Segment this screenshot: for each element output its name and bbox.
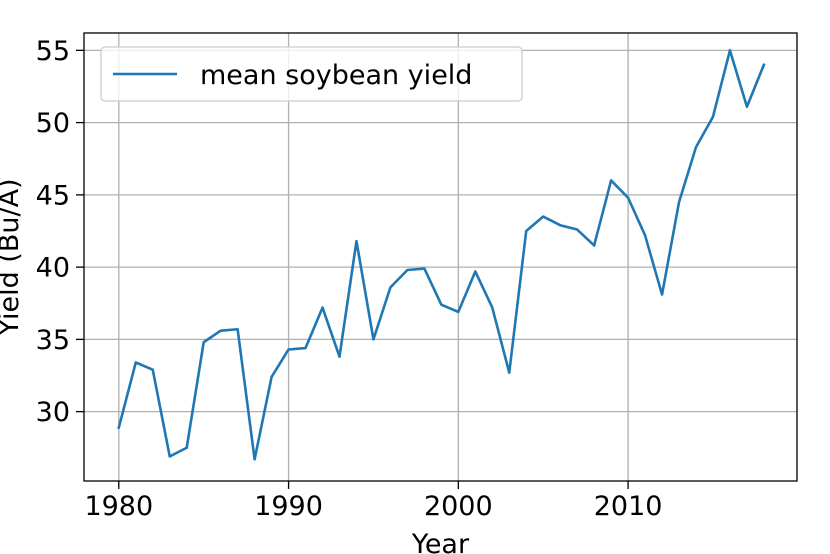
legend: mean soybean yield: [100, 46, 523, 102]
x-tick-label-2010: 2010: [594, 491, 663, 522]
legend-label-mean-soybean-yield: mean soybean yield: [200, 60, 472, 91]
y-axis-label: Yield (Bu/A): [0, 178, 25, 336]
plot-frame: [83, 32, 798, 482]
legend-box: [100, 46, 523, 102]
grid-lines: [84, 33, 797, 481]
series-layer: [117, 49, 766, 461]
y-tick-label-30: 30: [36, 397, 70, 428]
y-tick-label-50: 50: [36, 108, 70, 139]
x-tick-label-1990: 1990: [254, 491, 323, 522]
x-tick-label-1980: 1980: [84, 491, 153, 522]
x-tick-label-2000: 2000: [424, 491, 493, 522]
x-axis-label: Year: [411, 529, 470, 554]
y-tick-label-35: 35: [36, 325, 70, 356]
y-axis-ticks: 30 35 40 45 50 55: [36, 36, 84, 428]
x-axis-ticks: 1980 1990 2000 2010: [84, 481, 662, 522]
y-tick-label-45: 45: [36, 180, 70, 211]
y-tick-label-55: 55: [36, 36, 70, 67]
y-tick-label-40: 40: [36, 253, 70, 284]
series-line-0: [117, 49, 766, 461]
